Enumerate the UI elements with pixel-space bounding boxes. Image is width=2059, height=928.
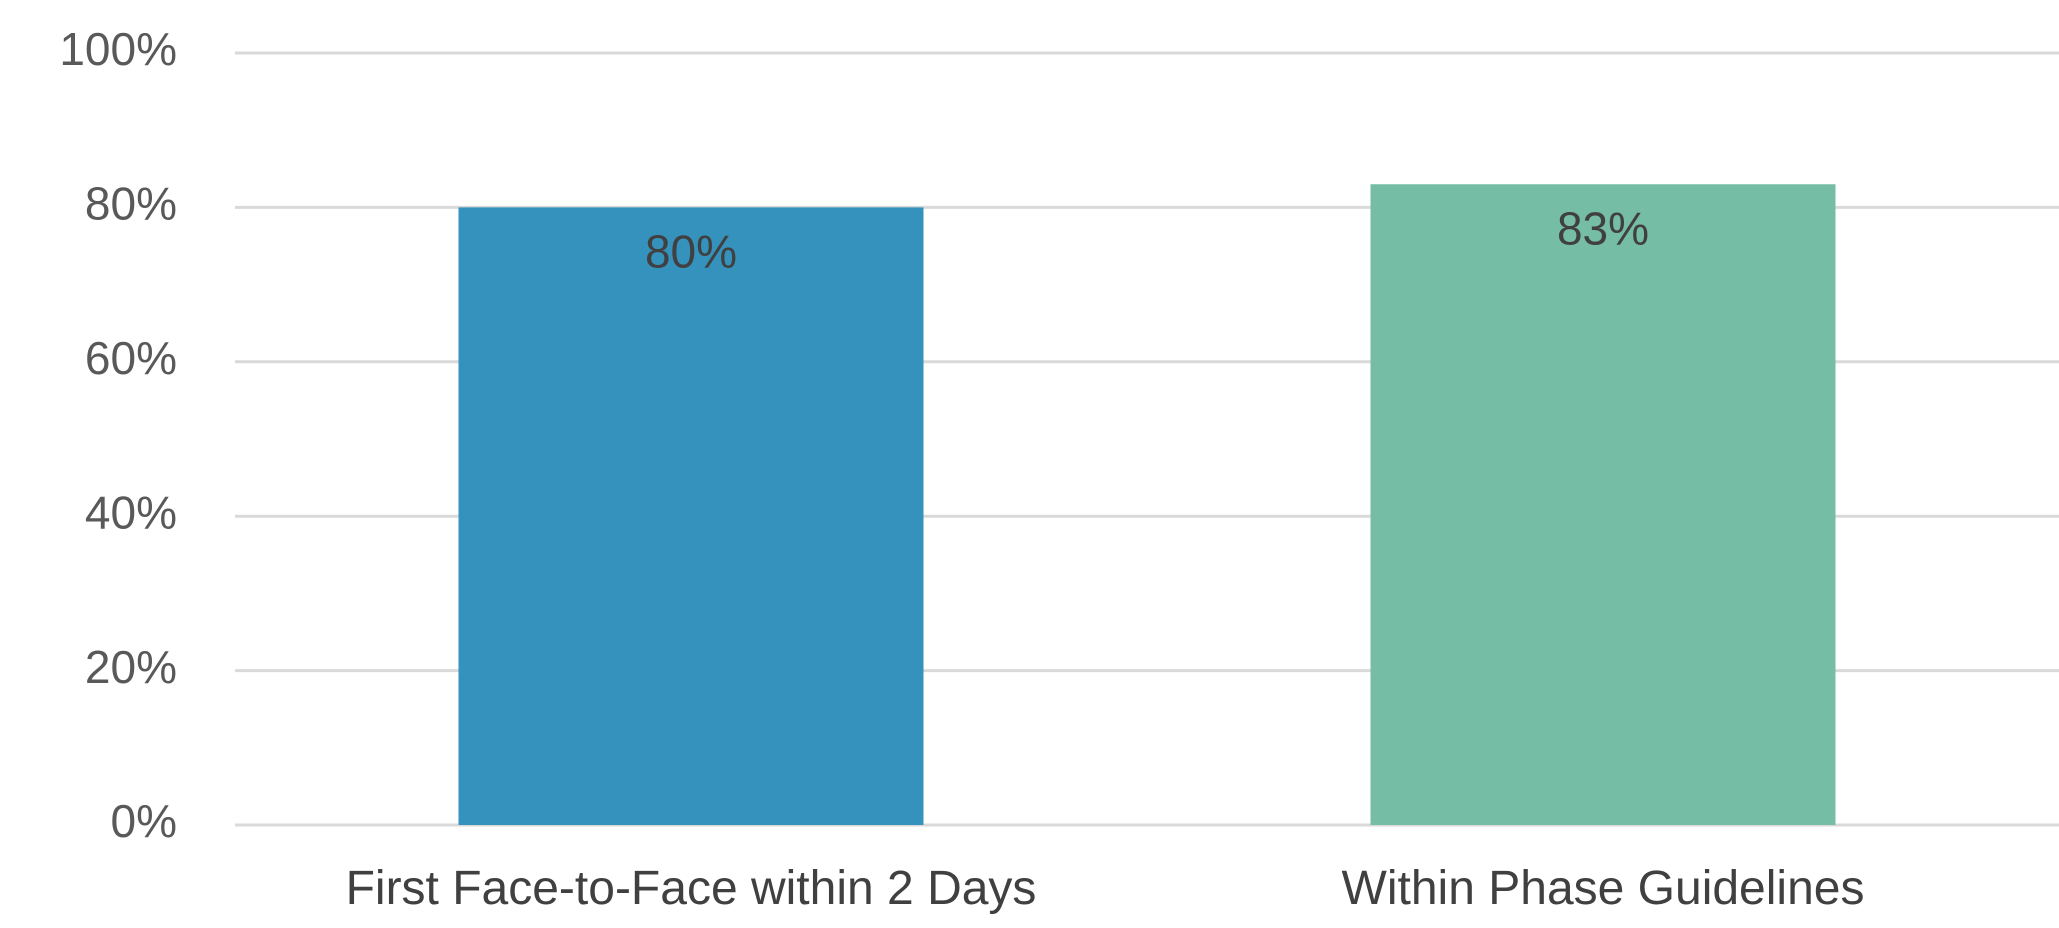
y-tick-label: 100% [59,23,177,75]
data-label: 80% [645,226,737,278]
data-labels: 80% 83% [645,202,1649,277]
bar [1370,184,1836,826]
x-tick-label: First Face-to-Face within 2 Days [346,862,1037,915]
bar [458,207,924,825]
y-tick-label: 80% [85,178,177,230]
y-tick-label: 40% [85,486,177,538]
x-axis-tick-labels: First Face-to-Face within 2 Days Within P… [346,862,1865,915]
bars [458,184,1836,826]
y-tick-label: 0% [111,795,177,847]
y-tick-label: 20% [85,641,177,693]
x-tick-label: Within Phase Guidelines [1342,862,1865,915]
y-tick-label: 60% [85,332,177,384]
data-label: 83% [1557,202,1649,254]
y-axis-tick-labels: 0% 20% 40% 60% 80% 100% [59,23,177,847]
